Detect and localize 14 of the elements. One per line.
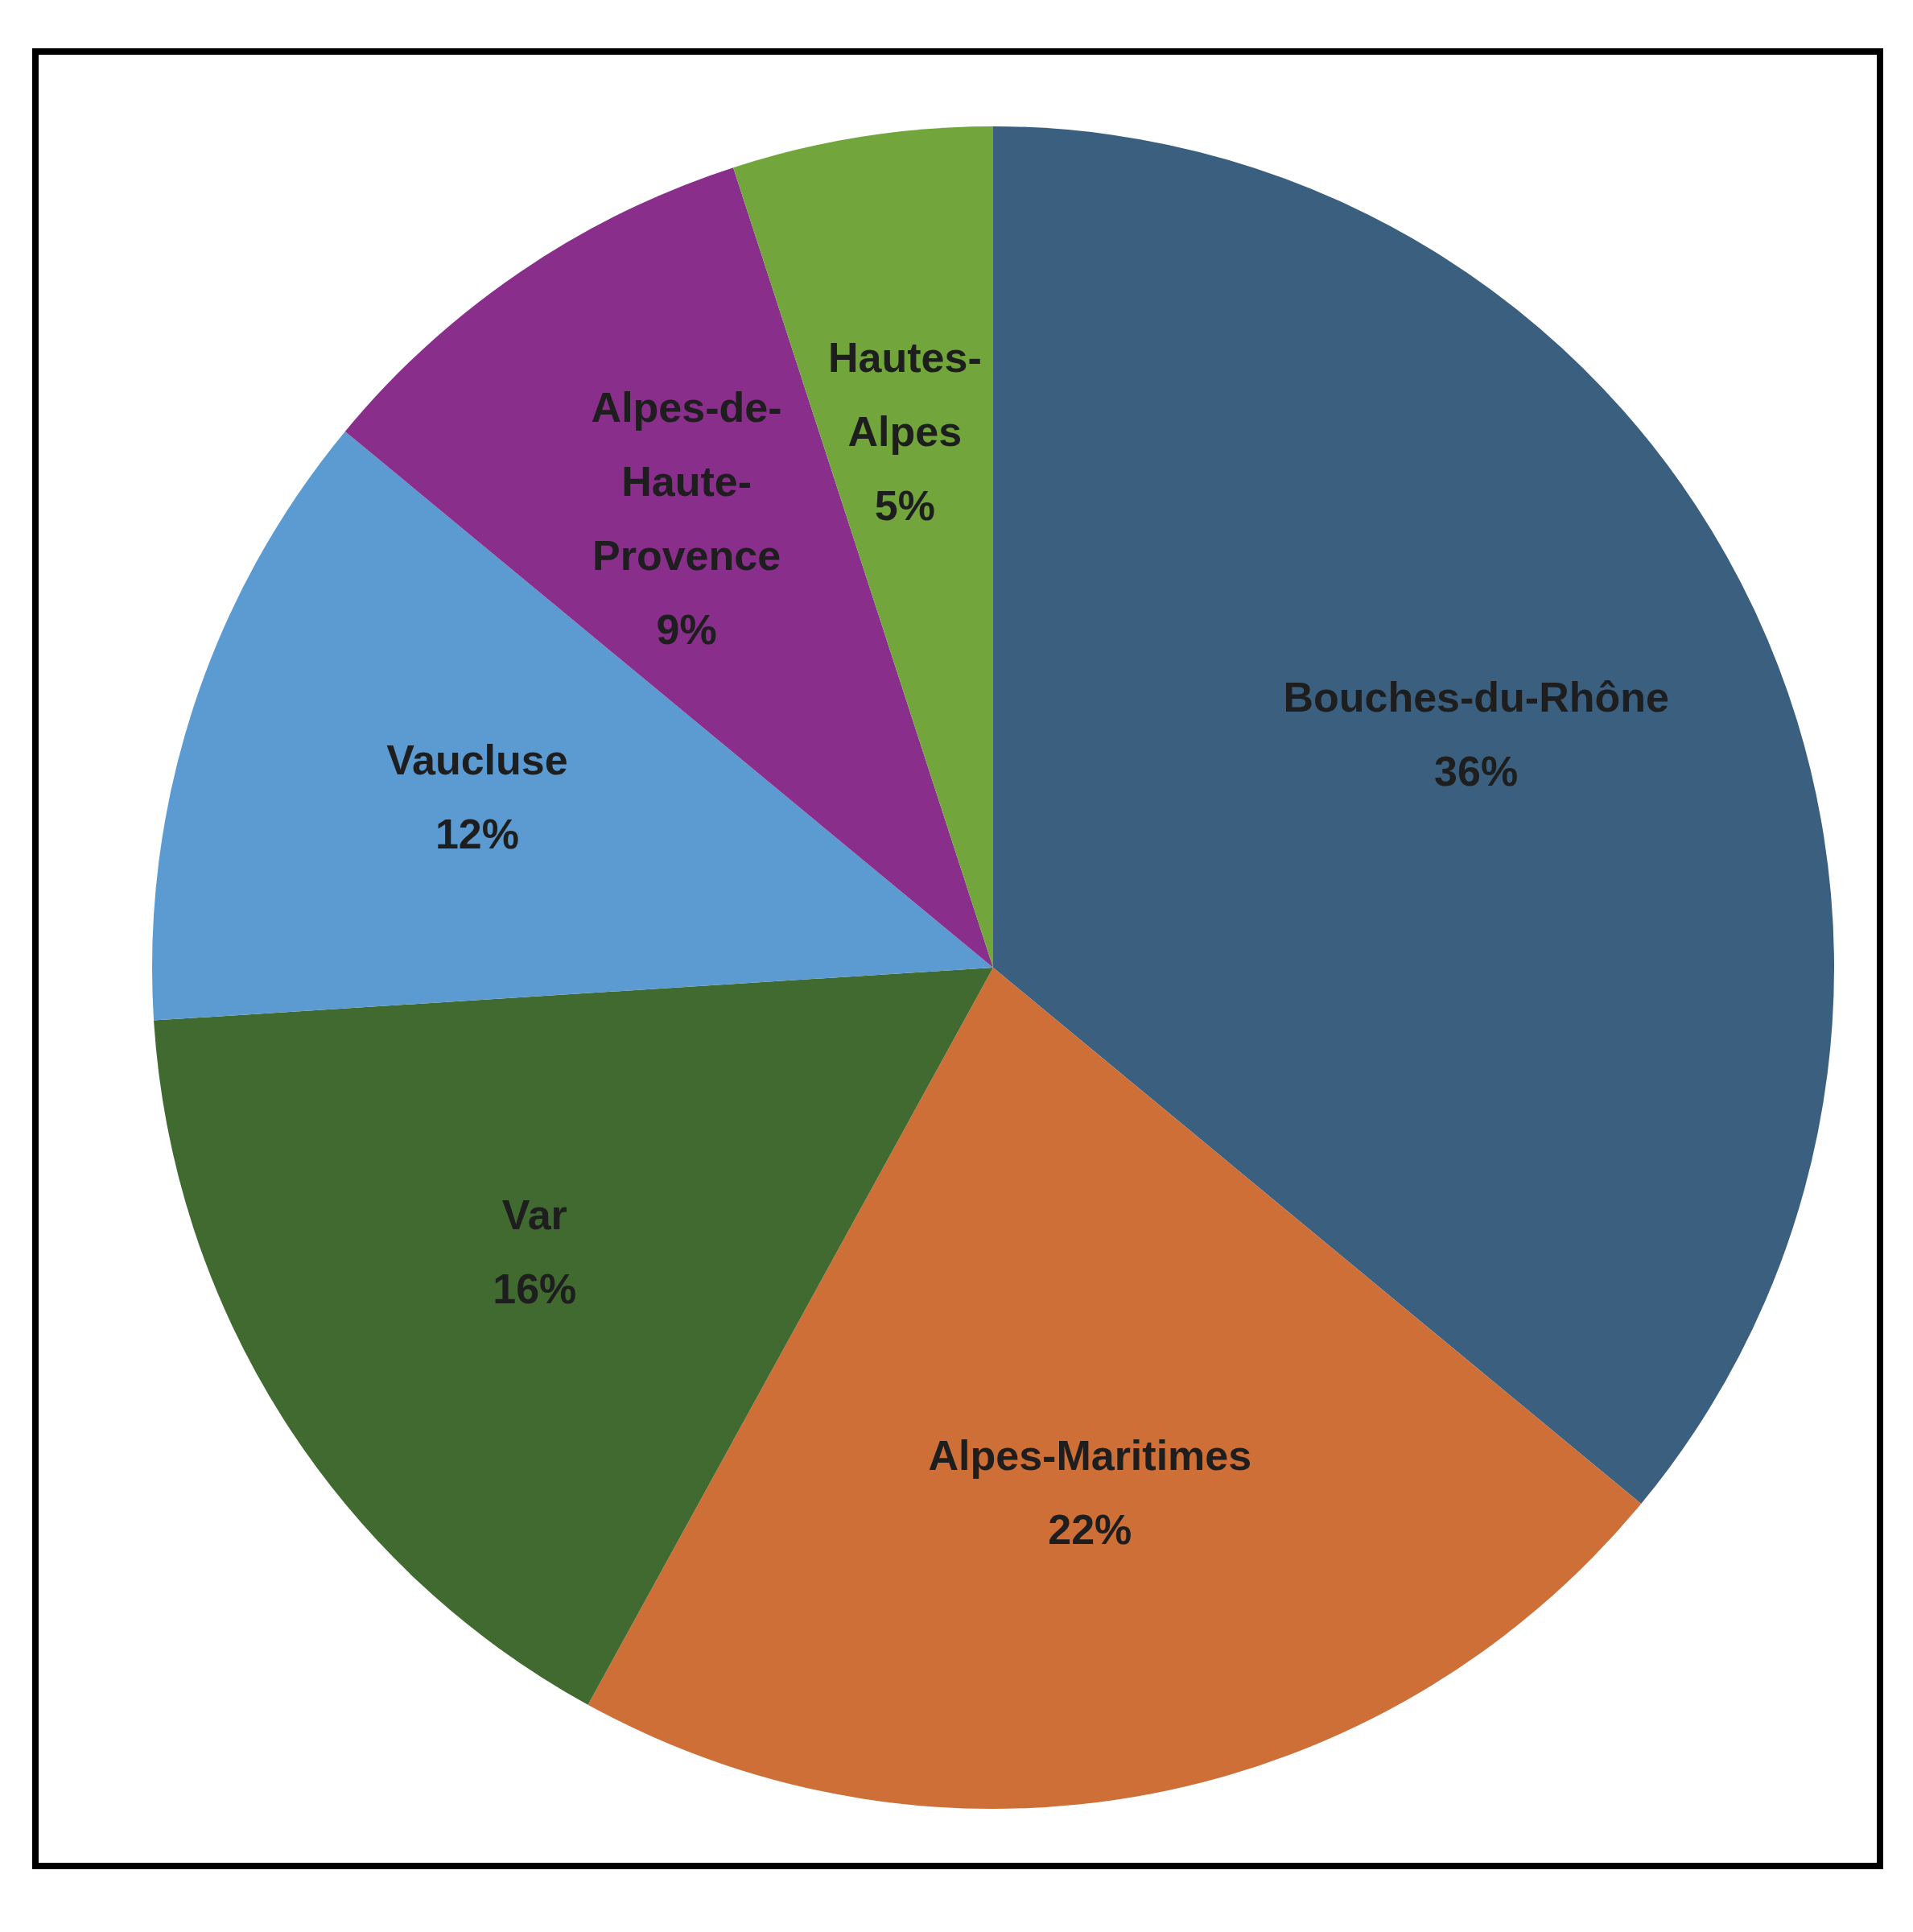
slice-label: Vaucluse: [386, 737, 568, 784]
pie-slice: [344, 167, 993, 968]
slice-label: Alpes-Maritimes: [928, 1431, 1252, 1479]
slice-label: Hautes-Alpes: [828, 334, 982, 456]
data-label: 5%: [874, 482, 935, 530]
pie-slice: [588, 968, 1642, 1809]
data-label: 12%: [435, 811, 519, 858]
slice-label: Var: [501, 1191, 567, 1239]
slice-label: Bouches-du-Rhône: [1283, 674, 1669, 721]
slice-label: Alpes-de-Haute-Provence: [591, 383, 782, 579]
data-label: 16%: [493, 1265, 577, 1313]
data-label: 36%: [1434, 748, 1519, 795]
data-label: 9%: [656, 605, 717, 653]
data-label: 22%: [1048, 1505, 1132, 1553]
